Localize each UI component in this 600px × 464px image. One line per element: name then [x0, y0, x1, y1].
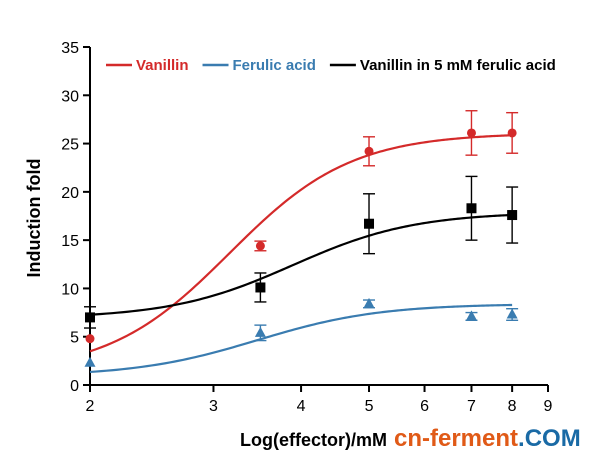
data-point: [506, 308, 518, 319]
y-tick-label: 25: [61, 137, 79, 154]
legend-label: Vanillin: [136, 57, 189, 74]
y-axis-label: Induction fold: [24, 159, 44, 278]
x-tick-label: 5: [365, 398, 374, 415]
x-tick-label: 4: [297, 398, 306, 415]
data-point: [85, 312, 95, 323]
chart-axes: 0 5 10 15 20 25 30 35 2 3 4 5 6 7 8 9: [61, 40, 552, 415]
x-tick-label: 8: [508, 398, 517, 415]
data-point: [466, 203, 477, 214]
x-tick-label: 7: [467, 398, 476, 415]
data-point: [85, 334, 95, 344]
data-point: [364, 146, 374, 156]
y-tick-label: 35: [61, 40, 79, 57]
fit-curves: [89, 134, 513, 374]
legend-label: Vanillin in 5 mM ferulic acid: [360, 57, 556, 74]
data-point: [466, 128, 476, 138]
y-tick-label: 20: [61, 185, 79, 202]
data-point: [465, 310, 477, 321]
data-point: [507, 128, 517, 138]
watermark-part2: .COM: [518, 425, 581, 452]
x-axis-label: Log(effector)/mM: [240, 430, 387, 450]
y-tick-label: 15: [61, 233, 79, 250]
x-tick-label: 2: [86, 398, 95, 415]
data-point: [363, 297, 375, 308]
y-tick-label: 10: [61, 281, 79, 298]
y-tick-label: 0: [70, 378, 79, 395]
data-point: [254, 326, 266, 337]
x-tick-label: 6: [420, 398, 429, 415]
x-tick-label: 3: [209, 398, 218, 415]
data-point: [84, 356, 96, 367]
legend-label: Ferulic acid: [233, 57, 316, 74]
watermark-part1: cn-ferment: [394, 425, 518, 452]
watermark: cn-ferment.COM: [394, 425, 581, 452]
x-tick-label: 9: [544, 398, 553, 415]
data-point: [255, 282, 266, 293]
data-point: [364, 218, 375, 229]
data-point: [255, 241, 265, 251]
y-tick-label: 5: [70, 330, 79, 347]
y-tick-label: 30: [61, 88, 79, 105]
legend: Vanillin Ferulic acid Vanillin in 5 mM fer…: [106, 57, 556, 74]
data-point: [507, 210, 518, 221]
fit-curve: [89, 134, 513, 353]
fit-curve: [89, 303, 513, 374]
fit-curve: [89, 213, 513, 316]
data-markers: [84, 110, 519, 367]
